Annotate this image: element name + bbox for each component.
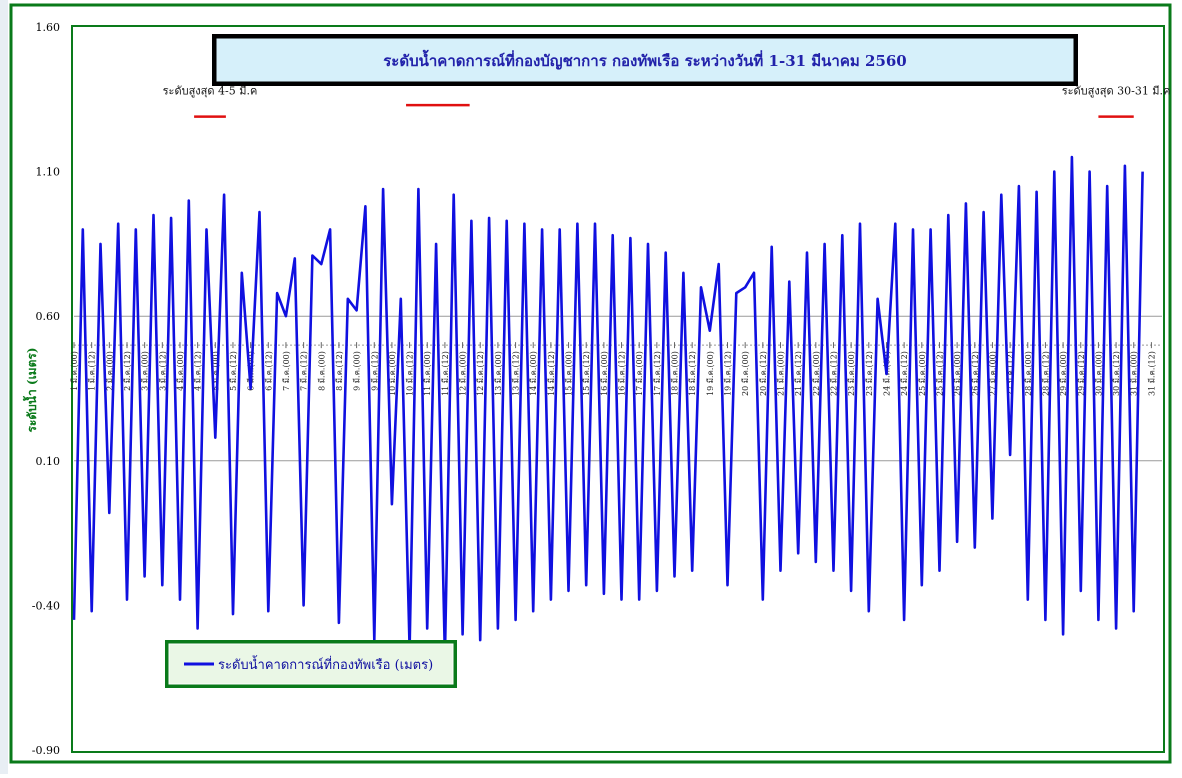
x-tick-label-56: 29 มี.ค.(00) [1059, 351, 1068, 396]
legend-label: ระดับน้ำคาดการณ์ที่กองทัพเรือ (เมตร) [218, 655, 433, 673]
x-tick-label-8: 5 มี.ค.(00) [211, 351, 220, 391]
legend: ระดับน้ำคาดการณ์ที่กองทัพเรือ (เมตร) [165, 640, 457, 688]
x-tick-label-17: 9 มี.ค.(12) [370, 351, 379, 391]
title-box: ระดับน้ำคาดการณ์ที่กองบัญชาการ กองทัพเรื… [212, 34, 1078, 86]
plot-area [71, 25, 1165, 753]
x-tick-label-32: 17 มี.ค.(00) [635, 351, 644, 396]
x-tick-label-53: 27 มี.ค.(12) [1006, 351, 1015, 396]
x-tick-label-26: 14 มี.ค.(00) [529, 351, 538, 396]
x-tick-label-48: 25 มี.ค.(00) [918, 351, 927, 396]
x-tick-label-42: 22 มี.ค.(00) [812, 351, 821, 396]
x-tick-label-11: 6 มี.ค.(12) [264, 351, 273, 391]
x-tick-label-29: 15 มี.ค.(12) [582, 351, 591, 396]
x-tick-label-5: 3 มี.ค.(12) [158, 351, 167, 391]
x-tick-label-13: 7 มี.ค.(12) [300, 351, 309, 391]
annotation-label-0: ระดับสูงสุด 4-5 มี.ค [163, 85, 258, 98]
x-tick-label-41: 21 มี.ค.(12) [794, 351, 803, 396]
x-tick-label-22: 12 มี.ค.(00) [459, 351, 468, 396]
x-tick-label-34: 18 มี.ค.(00) [671, 351, 680, 396]
x-tick-label-16: 9 มี.ค.(00) [353, 351, 362, 391]
y-axis-label: ระดับน้ำ (เมตร) [22, 347, 39, 432]
y-tick-labels: 1.60 1.10 0.60 0.10 -0.40 -0.90 [32, 21, 60, 757]
x-tick-label-12: 7 มี.ค.(00) [282, 351, 291, 391]
x-tick-label-38: 20 มี.ค.(00) [741, 351, 750, 396]
y-tick-label-2: 0.60 [36, 310, 61, 323]
x-tick-label-49: 25 มี.ค.(12) [935, 351, 944, 396]
x-tick-label-39: 20 มี.ค.(12) [759, 351, 768, 396]
x-tick-label-25: 13 มี.ค.(12) [512, 351, 521, 396]
x-tick-label-30: 16 มี.ค.(00) [600, 351, 609, 396]
x-tick-label-45: 23 มี.ค.(12) [865, 351, 874, 396]
x-tick-label-20: 11 มี.ค.(00) [423, 351, 432, 396]
x-tick-label-52: 27 มี.ค.(00) [988, 351, 997, 396]
x-tick-label-36: 19 มี.ค.(00) [706, 351, 715, 396]
series-layer [72, 155, 1144, 659]
x-tick-label-21: 11 มี.ค.(12) [441, 351, 450, 396]
x-tick-label-33: 17 มี.ค.(12) [653, 351, 662, 396]
x-tick-label-60: 31 มี.ค.(00) [1130, 351, 1139, 396]
x-tick-label-9: 5 มี.ค.(12) [229, 351, 238, 391]
x-tick-label-51: 26 มี.ค.(12) [971, 351, 980, 396]
left-edge-bar [0, 0, 8, 774]
x-tick-label-1: 1 มี.ค.(12) [88, 351, 97, 391]
x-tick-label-44: 23 มี.ค.(00) [847, 351, 856, 396]
x-tick-label-50: 26 มี.ค.(00) [953, 351, 962, 396]
x-tick-label-14: 8 มี.ค.(00) [317, 351, 326, 391]
y-tick-label-5: -0.90 [32, 744, 60, 757]
x-tick-label-15: 8 มี.ค.(12) [335, 351, 344, 391]
y-tick-label-1: 1.10 [36, 166, 61, 179]
x-tick-label-2: 2 มี.ค.(00) [105, 351, 114, 391]
x-tick-label-55: 28 มี.ค.(12) [1041, 351, 1050, 396]
annotation-label-2: ระดับสูงสุด 30-31 มี.ค [1062, 85, 1171, 98]
x-tick-label-37: 19 มี.ค.(12) [724, 351, 733, 396]
x-tick-label-40: 21 มี.ค.(00) [776, 351, 785, 396]
y-tick-label-0: 1.60 [36, 21, 61, 34]
x-tick-label-43: 22 มี.ค.(12) [829, 351, 838, 396]
x-tick-label-18: 10 มี.ค.(00) [388, 351, 397, 396]
x-tick-label-23: 12 มี.ค.(12) [476, 351, 485, 396]
x-tick-label-58: 30 มี.ค.(00) [1094, 351, 1103, 396]
x-tick-label-19: 10 มี.ค.(12) [406, 351, 415, 396]
x-tick-label-31: 16 มี.ค.(12) [618, 351, 627, 396]
x-tick-label-7: 4 มี.ค.(12) [194, 351, 203, 391]
x-tick-label-61: 31 มี.ค.(12) [1147, 351, 1156, 396]
y-tick-label-3: 0.10 [36, 455, 61, 468]
x-tick-label-35: 18 มี.ค.(12) [688, 351, 697, 396]
x-tick-label-6: 4 มี.ค.(00) [176, 351, 185, 391]
x-tick-label-59: 30 มี.ค.(12) [1112, 351, 1121, 396]
y-tick-label-4: -0.40 [32, 599, 60, 612]
x-tick-label-4: 3 มี.ค.(00) [141, 351, 150, 391]
chart-title: ระดับน้ำคาดการณ์ที่กองบัญชาการ กองทัพเรื… [383, 49, 907, 70]
series-line-0 [72, 155, 1144, 659]
x-tick-label-28: 15 มี.ค.(00) [565, 351, 574, 396]
x-tick-label-47: 24 มี.ค.(12) [900, 351, 909, 396]
x-tick-label-3: 2 มี.ค.(12) [123, 351, 132, 391]
x-tick-label-27: 14 มี.ค.(12) [547, 351, 556, 396]
x-tick-label-0: 1 มี.ค.(00) [70, 351, 79, 391]
x-tick-label-24: 13 มี.ค.(00) [494, 351, 503, 396]
x-tick-label-54: 28 มี.ค.(00) [1024, 351, 1033, 396]
x-tick-label-57: 29 มี.ค.(12) [1077, 351, 1086, 396]
